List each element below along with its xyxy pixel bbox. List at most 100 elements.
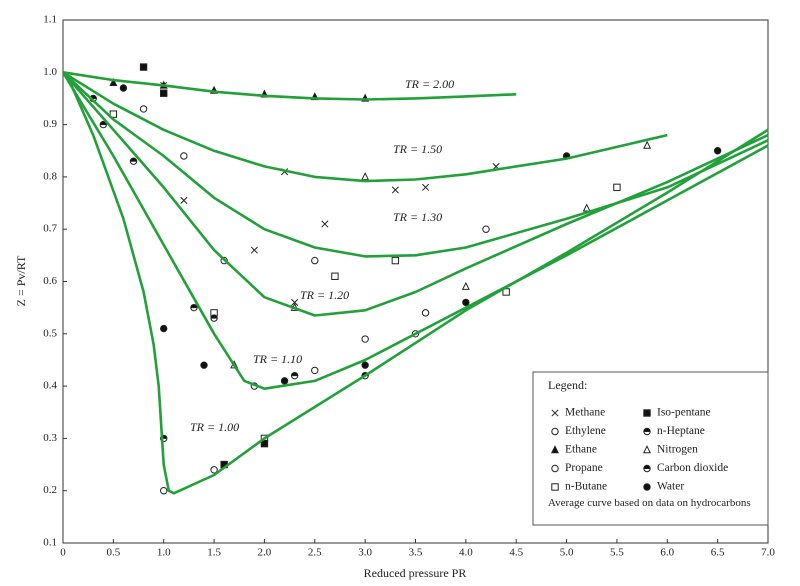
marker [550,445,560,454]
curve-label: TR = 1.10 [253,352,302,366]
legend-label: Propane [565,462,603,474]
marker [361,335,369,343]
x-tick-label: 7.0 [761,547,775,559]
marker [260,439,269,448]
marker [280,377,289,385]
legend-label: Carbon dioxide [657,462,728,474]
marker [321,220,329,228]
marker [361,172,370,181]
y-tick-label: 0.2 [43,484,57,496]
marker [119,84,128,92]
curve-label: TR = 1.30 [393,210,442,224]
x-tick-label: 1.0 [157,547,171,559]
curve-label: TR = 1.00 [190,420,239,434]
y-tick-label: 1.1 [43,14,57,26]
y-tick-label: 0.9 [43,118,57,130]
y-tick-label: 0.3 [43,432,57,444]
legend-box [532,371,769,526]
marker [311,256,319,265]
y-axis-label: Z = Pv/RT [14,255,28,306]
marker [250,246,258,254]
marker [190,304,198,312]
curve [62,71,517,101]
marker [643,409,651,417]
curve-label: TR = 1.50 [393,142,442,156]
legend-label: n-Butane [565,481,607,493]
marker [551,409,559,417]
legend-label: Ethylene [565,425,606,437]
marker [582,203,591,212]
marker [643,464,651,473]
marker [461,281,470,290]
marker [180,196,188,204]
marker [613,183,621,192]
marker [109,110,118,118]
legend-label: n-Heptane [657,425,705,437]
marker [643,140,652,149]
marker [391,256,400,265]
x-tick-label: 0.5 [106,547,120,559]
y-tick-label: 1.0 [43,66,57,78]
x-tick-label: 1.5 [207,547,221,559]
x-tick-label: 3.5 [409,547,423,559]
marker [422,183,430,191]
x-tick-label: 4.0 [459,547,473,559]
marker [180,152,188,160]
marker [210,466,218,474]
y-tick-label: 0.7 [43,223,57,235]
marker [391,186,399,194]
marker [551,464,559,473]
curve [66,76,769,495]
x-axis-label: Reduced pressure PR [364,566,467,580]
marker [160,89,168,97]
marker [139,63,148,71]
legend-title: Legend: [548,378,587,392]
x-tick-label: 4.5 [509,547,523,559]
marker [361,361,369,369]
x-tick-label: 3.0 [358,547,372,559]
marker [462,298,470,307]
marker [643,483,651,491]
marker [551,427,559,436]
x-tick-label: 2.5 [308,547,322,559]
curve [61,71,769,390]
curve [62,71,668,183]
curve-label: TR = 1.20 [300,288,349,302]
marker [421,309,430,317]
marker [160,487,168,495]
y-tick-label: 0.4 [43,380,57,392]
y-tick-label: 0.1 [43,537,57,549]
marker [713,147,722,155]
marker [99,120,107,129]
marker [482,225,490,233]
legend-note-box: Average curve based on data on hydrocarb… [548,497,751,509]
marker [331,272,339,280]
legend-label: Methane [565,407,605,419]
curve [62,71,769,258]
marker [129,157,138,165]
marker [160,324,168,333]
marker [311,366,319,375]
x-tick-label: 6.0 [660,547,674,559]
marker [210,314,218,322]
legend-label: Water [657,481,684,493]
x-tick-label: 2.0 [258,547,272,559]
curve [62,71,769,317]
marker [290,372,299,380]
x-tick-label: 6.5 [711,547,725,559]
legend-note: Average curve based on data on hydrocarb… [548,497,751,509]
marker [551,483,559,491]
y-tick-label: 0.5 [43,327,57,339]
marker [291,298,299,306]
y-tick-label: 0.8 [43,170,57,182]
marker [643,427,651,436]
y-tick-label: 0.6 [43,275,57,287]
curve-label: TR = 2.00 [405,77,454,91]
marker [109,77,118,86]
x-tick-label: 5.5 [610,547,624,559]
legend-label: Iso-pentane [657,407,711,419]
x-tick-label: 5.0 [560,547,574,559]
marker [642,445,652,454]
